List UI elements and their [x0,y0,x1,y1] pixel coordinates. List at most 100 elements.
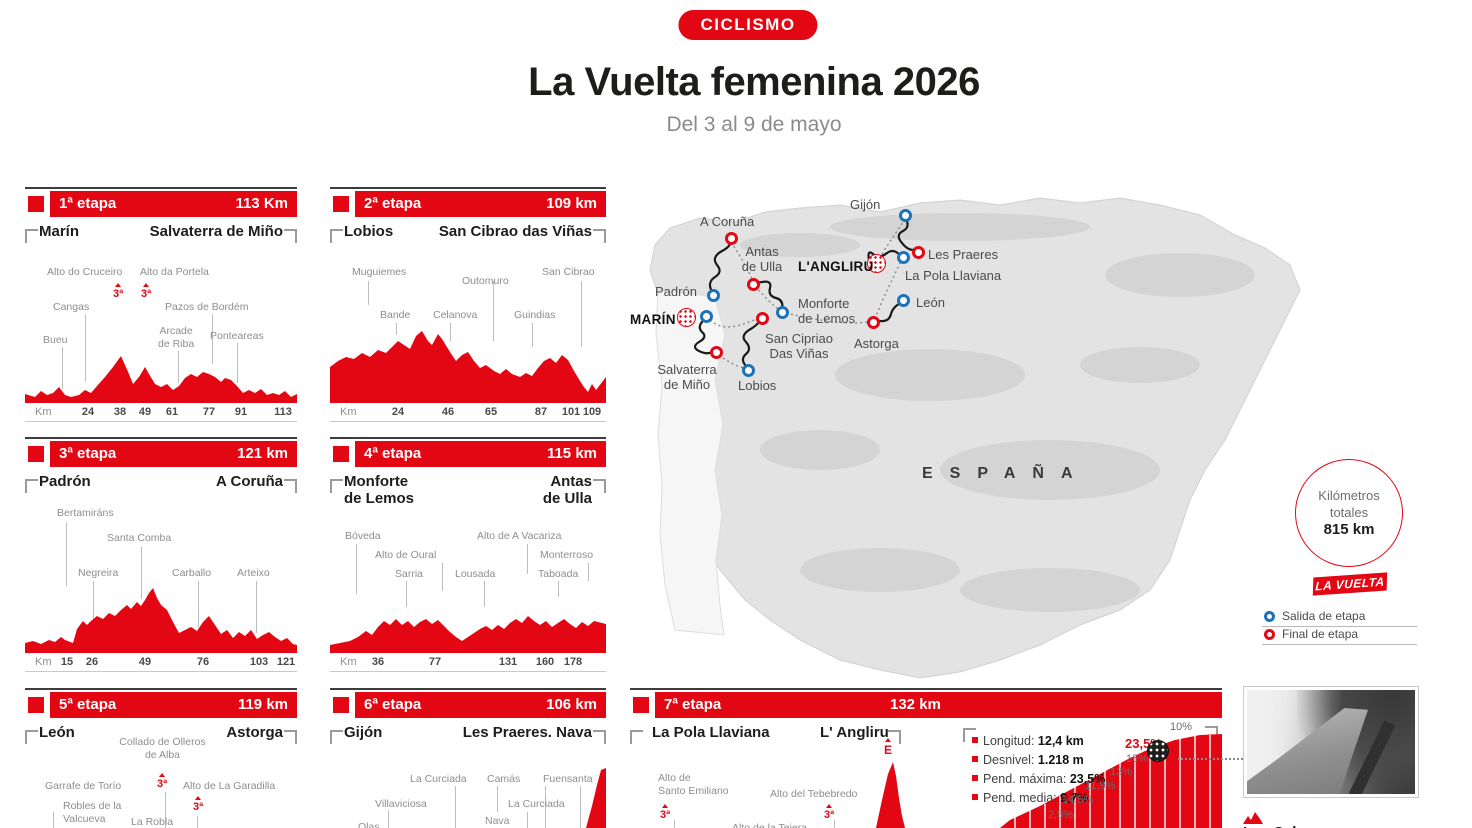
peak-triangle-icon [159,773,166,777]
end-city: Salvaterra de Miño [149,223,283,240]
mountain-icon [1243,812,1263,824]
frame-corner [284,730,297,744]
map-label: Monforte de Lemos [798,296,856,326]
profile-place-label: Alto de La Garadilla [183,780,276,792]
axis-unit: Km [340,656,357,668]
profile-place-label: Outomuro [462,275,509,287]
stage-number: 4ª etapa [364,445,422,462]
start-marker-marin [700,310,713,323]
frame-corner [593,229,606,243]
profile-place-label: Negreira [78,567,119,579]
callout-line [581,281,582,347]
profile-place-label: Alto da Portela [140,266,209,278]
start-marker-gijon [899,209,912,222]
callout-line [53,812,54,828]
callout-line [545,786,546,828]
elevation-profile [330,616,606,653]
gradient-label: 13% [1110,766,1133,778]
axis-tick: 49 [138,656,152,668]
finish-marker-les-praeres [912,246,925,259]
map-label: A Coruña [700,214,755,229]
bullet-icon [972,737,978,743]
axis-tick: 49 [138,406,152,418]
map-label: L'ANGLIRU [798,259,874,274]
profile-place-label: Santa Comba [107,532,172,544]
map-label: La Pola Llaviana [905,268,1002,283]
start-marker-padron [707,289,720,302]
start-city: Lobios [344,223,394,240]
elevation-profile [330,331,606,403]
map-label: Gijón [850,197,881,212]
gradient-label: 14,5% [1062,794,1094,806]
legend-label: Salida de etapa [1282,609,1366,623]
start-city: Marín [39,223,80,240]
bullet-icon [972,794,978,800]
peak-triangle-icon [143,283,150,287]
peak-triangle-icon [885,738,891,742]
map-label: MARÍN [630,312,676,327]
profile-place-label: Alto de Santo Emiliano [658,772,729,798]
stage-header: 6ª etapa 106 km [355,692,606,718]
callout-line [493,281,494,341]
callout-line [588,563,589,581]
axis-tick: 15 [60,656,74,668]
la-vuelta-logo: LA VUELTA [1312,572,1388,596]
frame-corner [593,730,606,744]
stage-number: 2ª etapa [364,195,422,212]
gradient-label: 11,9% [1085,780,1116,792]
axis-tick: 36 [371,656,385,668]
stage-panel-7: 7ª etapa 132 km La Pola Llaviana L' Angl… [630,688,1222,828]
stage-number: 1ª etapa [59,195,117,212]
profile-place-label: Cangas [53,301,90,313]
finish-marker-antas [747,278,760,291]
photo-image [1247,690,1415,794]
callout-line [455,786,456,828]
start-marker-icon [1264,611,1275,622]
callout-line [141,547,142,599]
legend-row-final: Final de etapa [1262,627,1417,645]
profile-place-label: Alto de A Vacariza [477,530,562,542]
divider [330,671,606,672]
profile-place-label: Bóveda [345,530,381,542]
axis-tick: 113 [274,406,292,418]
profile-place-label: Olas [358,821,380,828]
callout-line [484,581,485,607]
start-marker-monforte [776,306,789,319]
profile-place-label: Villaviciosa [375,798,427,810]
profile-place-label: Nava [485,815,510,827]
profile-place-label: Sarria [395,568,424,580]
divider [630,688,1222,690]
peak-triangle-icon [195,796,202,800]
gradient-label: 10% [1170,721,1193,733]
profile-place-label: Fuensanta [543,773,593,785]
start-marker-la-pola [897,251,910,264]
profile-place-label: Robles de la Valcueva [63,800,122,826]
axis-unit: Km [35,656,52,668]
callout-line [165,792,166,828]
page-subtitle: Del 3 al 9 de mayo [666,113,842,136]
profile-place-label: Alto do Cruceiro [47,266,123,278]
divider [330,187,606,189]
finish-marker-salvaterra [710,346,723,359]
stage-header: 5ª etapa 119 km [50,692,297,718]
photo-caption: Les Cabres [1243,812,1324,828]
end-city: Antas de Ulla [542,473,592,507]
photo-connector-dotted-line [1178,758,1243,760]
stage-panel-4: 4ª etapa 115 km Monforte de Lemos Antas … [330,437,606,677]
stage-number: 5ª etapa [59,696,117,713]
start-city: Gijón [344,724,383,741]
map-label: Astorga [854,336,899,351]
frame-corner [593,479,606,493]
callout-line [580,786,581,828]
end-city: A Coruña [216,473,283,490]
axis-tick: 101 [561,406,581,418]
stage-square-icon [28,697,44,713]
profile-place-label: Arcade de Riba [158,325,195,351]
callout-line [442,563,443,591]
cat3-marker: 3ª [193,796,203,813]
frame-corner [1205,726,1218,740]
frame-corner [284,479,297,493]
elevation-profile [25,356,297,403]
callout-line [406,581,407,607]
spain-map: A Coruña Gijón Les Praeres La Pola Llavi… [620,185,1310,690]
